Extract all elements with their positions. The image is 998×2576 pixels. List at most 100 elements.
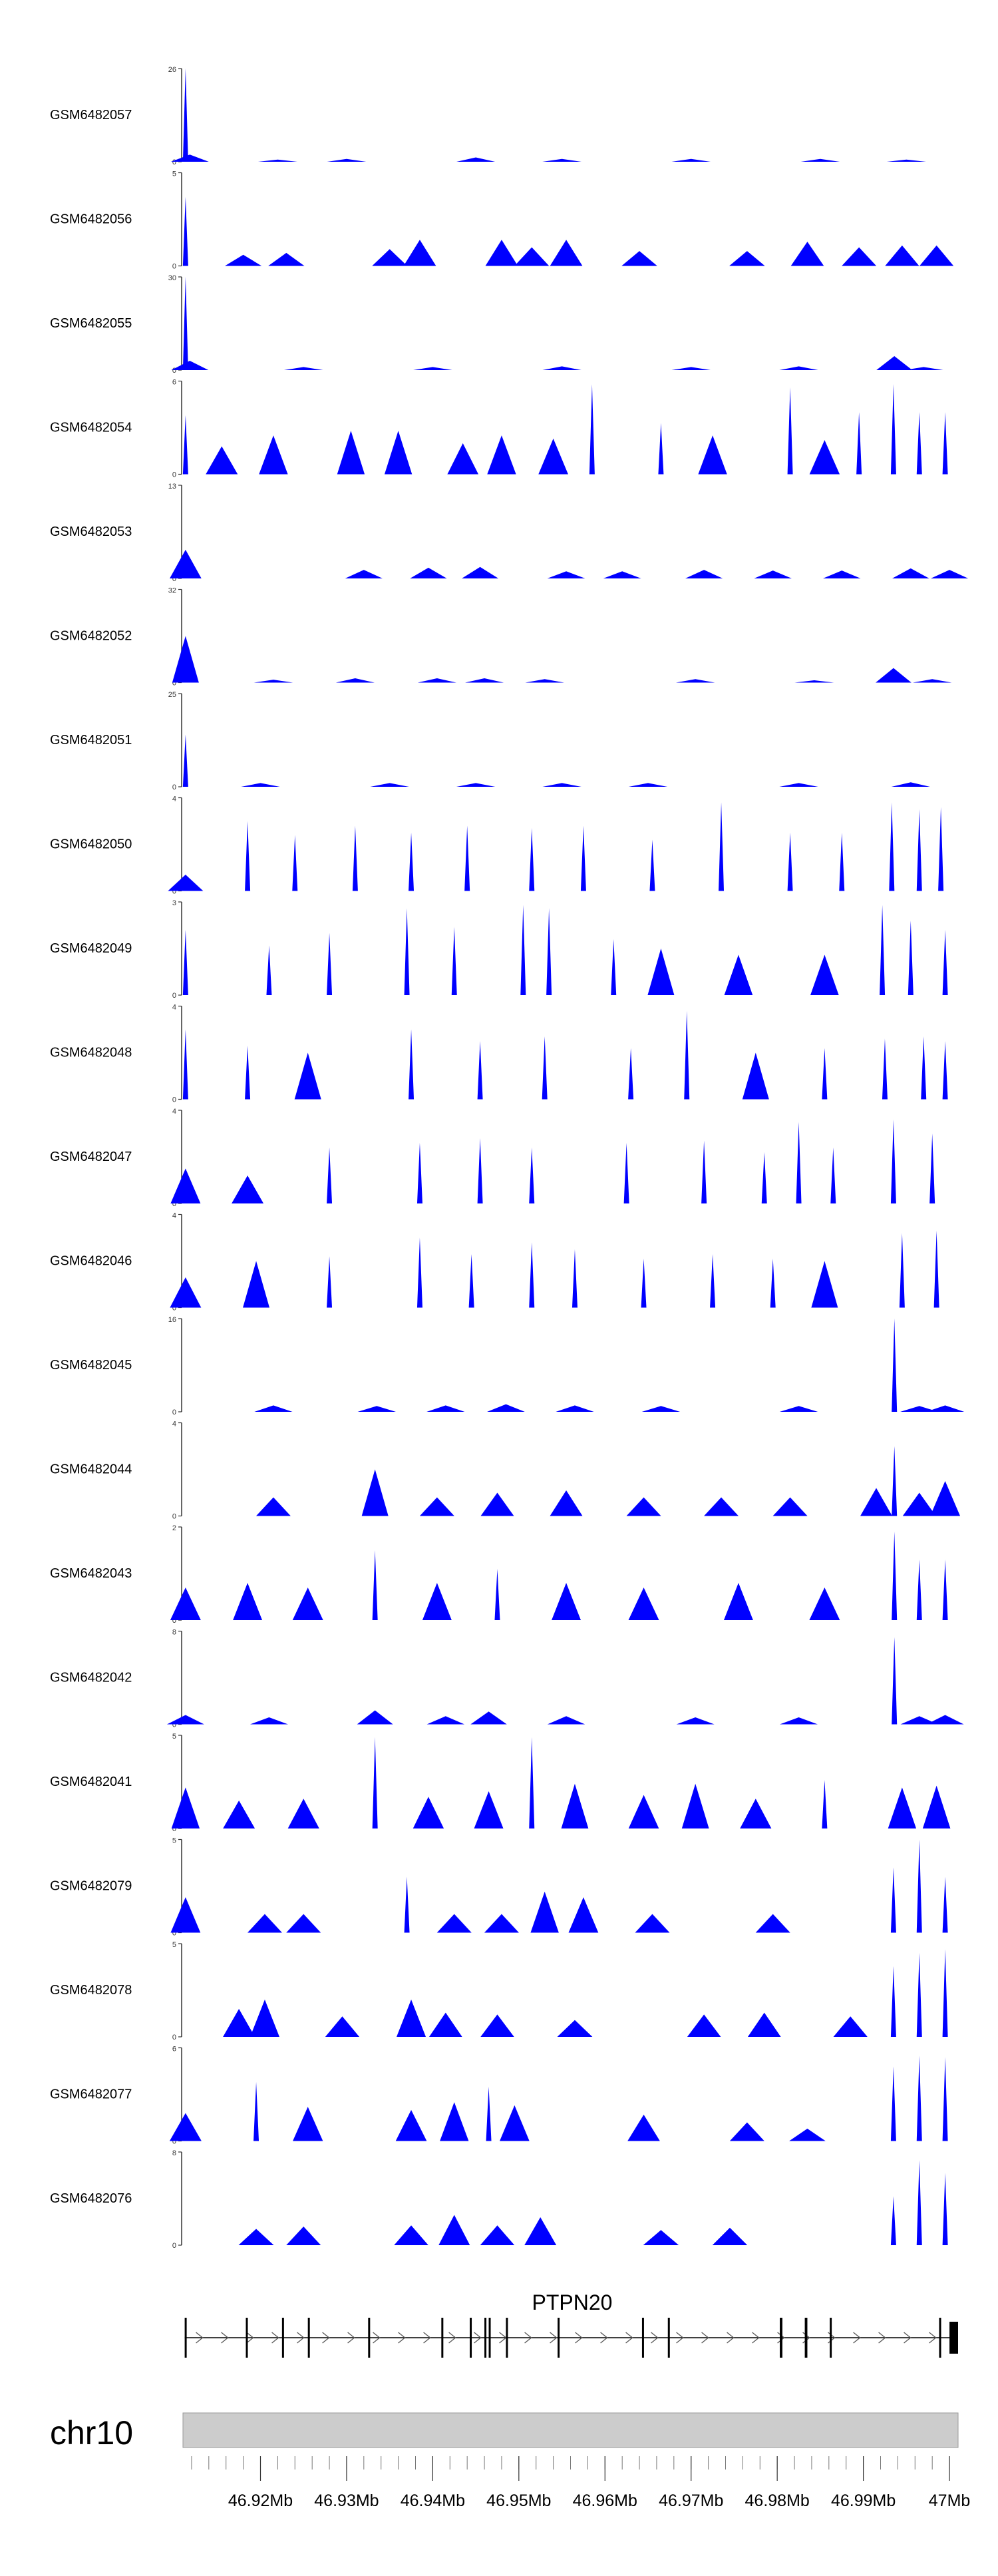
x-tick-label: 46.94Mb <box>401 2491 465 2510</box>
coverage-peak <box>822 1780 828 1828</box>
y-tick-label: 8 <box>172 1629 176 1637</box>
coverage-peak <box>233 1583 263 1620</box>
track-label: GSM6482078 <box>50 1983 132 1998</box>
coverage-peak <box>292 835 298 891</box>
coverage-peak <box>166 1715 204 1725</box>
x-tick-label: 46.97Mb <box>659 2491 723 2510</box>
coverage-peak <box>542 158 582 162</box>
coverage-peak <box>747 2012 781 2037</box>
coverage-peak <box>671 367 711 370</box>
coverage-peak <box>293 2107 323 2141</box>
coverage-peak <box>796 1122 802 1203</box>
gene-exon <box>506 2318 508 2358</box>
coverage-peak <box>860 1488 893 1516</box>
track-label: GSM6482054 <box>50 421 132 435</box>
coverage-peak <box>892 568 929 578</box>
strand-arrow <box>550 2332 558 2344</box>
y-tick-label: 2 <box>172 1524 176 1532</box>
coverage-peak <box>755 1914 790 1933</box>
gene-exon <box>488 2318 491 2358</box>
coverage-peak <box>899 1233 905 1308</box>
strand-arrow <box>474 2332 482 2344</box>
y-tick-label: 0 <box>172 1930 176 1938</box>
gene-exon <box>484 2318 487 2358</box>
coverage-peak <box>890 384 896 475</box>
x-tick-label: 46.99Mb <box>831 2491 896 2510</box>
coverage-peak <box>426 1405 465 1412</box>
x-tick-label: 46.98Mb <box>745 2491 810 2510</box>
coverage-peak <box>930 1481 961 1516</box>
x-tick-label: 46.92Mb <box>228 2491 293 2510</box>
coverage-peak <box>742 1052 769 1100</box>
coverage-peak <box>892 1446 898 1516</box>
coverage-peak <box>416 1237 422 1308</box>
coverage-peak <box>930 570 969 578</box>
coverage-peak <box>422 1583 452 1620</box>
coverage-peak <box>626 1497 661 1516</box>
coverage-peak <box>925 1405 965 1412</box>
coverage-peak <box>704 1497 739 1516</box>
coverage-peak <box>621 251 657 266</box>
coverage-peak <box>729 2122 764 2141</box>
coverage-peak <box>327 933 333 995</box>
coverage-peak <box>779 1406 818 1412</box>
coverage-peak <box>649 839 655 891</box>
track-label: GSM6482041 <box>50 1775 132 1789</box>
coverage-peak <box>468 1254 474 1308</box>
coverage-peak <box>223 1801 255 1828</box>
track-GSM6482053: GSM6482053 13 0 <box>50 483 969 583</box>
coverage-peak <box>876 356 913 370</box>
coverage-peak <box>922 1785 951 1828</box>
gene-exon <box>830 2318 832 2358</box>
coverage-peak <box>889 802 895 891</box>
coverage-peak <box>572 1249 578 1308</box>
coverage-peak <box>486 2086 492 2141</box>
coverage-peak <box>456 783 496 787</box>
coverage-peak <box>410 567 447 578</box>
coverage-peak <box>687 2014 721 2037</box>
track-GSM6482078: GSM6482078 5 0 <box>50 1941 948 2041</box>
coverage-peak <box>361 1469 389 1516</box>
track-GSM6482046: GSM6482046 4 0 <box>50 1212 939 1313</box>
strand-arrow <box>398 2332 406 2344</box>
y-tick-label: 0 <box>172 992 176 1000</box>
track-GSM6482047: GSM6482047 4 0 <box>50 1108 935 1208</box>
coverage-peak <box>494 1569 500 1620</box>
coverage-peak <box>335 678 375 683</box>
coverage-peak <box>772 1497 808 1516</box>
coverage-peak <box>538 438 568 475</box>
y-tick-label: 4 <box>172 1004 176 1012</box>
track-label: GSM6482076 <box>50 2191 132 2206</box>
track-GSM6482048: GSM6482048 4 0 <box>50 1004 948 1104</box>
coverage-peak <box>641 1406 681 1412</box>
strand-arrow <box>575 2332 583 2344</box>
coverage-peak <box>892 1319 898 1412</box>
coverage-peak <box>681 1783 709 1828</box>
y-tick-label: 0 <box>172 263 176 271</box>
coverage-peak <box>294 1052 321 1100</box>
y-tick-label: 0 <box>172 1096 176 1104</box>
coverage-peak <box>480 2225 515 2245</box>
coverage-peak <box>171 1787 200 1828</box>
coverage-peak <box>182 69 188 162</box>
gene-exon <box>939 2318 941 2358</box>
track-label: GSM6482079 <box>50 1879 132 1894</box>
coverage-peak <box>253 2081 259 2141</box>
coverage-peak <box>238 2229 274 2245</box>
coverage-peak <box>557 2020 593 2037</box>
gene-model-track: PTPN20 <box>184 2290 958 2358</box>
coverage-peak <box>520 905 526 995</box>
track-label: GSM6482045 <box>50 1358 132 1373</box>
coverage-peak <box>712 2227 748 2245</box>
coverage-peak <box>800 158 840 162</box>
y-tick-label: 4 <box>172 1420 176 1428</box>
coverage-peak <box>892 1532 898 1620</box>
coverage-peak <box>710 1254 716 1308</box>
coverage-peak <box>822 1048 828 1100</box>
coverage-peak <box>241 783 280 787</box>
y-tick-label: 26 <box>168 66 176 74</box>
coverage-peak <box>419 1497 454 1516</box>
coverage-peak <box>787 387 793 475</box>
gene-exon <box>949 2322 958 2354</box>
coverage-peak <box>547 1716 585 1725</box>
